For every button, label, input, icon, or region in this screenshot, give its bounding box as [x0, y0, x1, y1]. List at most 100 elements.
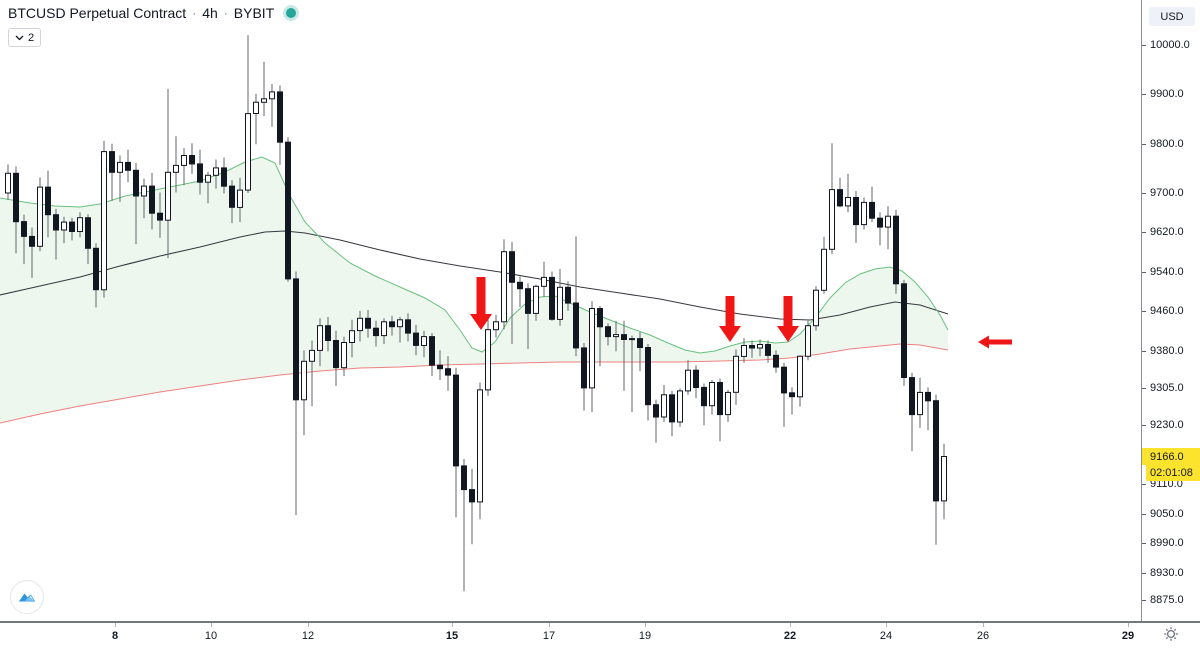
bull-candle — [117, 161, 123, 173]
indicator-collapse-button[interactable]: 2 — [8, 28, 42, 47]
bear-candle — [765, 344, 771, 356]
price-tick-mark — [1142, 514, 1146, 515]
bear-candle — [189, 155, 195, 165]
bull-candle — [629, 338, 635, 341]
arrow-left-marker-icon[interactable] — [978, 335, 1012, 349]
bear-candle — [893, 215, 899, 285]
bull-candle — [173, 164, 179, 173]
time-axis-label: 24 — [879, 630, 893, 642]
bear-candle — [277, 91, 283, 143]
bear-candle — [877, 217, 883, 228]
axis-settings-button[interactable] — [1160, 623, 1182, 645]
bull-candle — [733, 355, 739, 393]
bull-candle — [709, 382, 715, 407]
bear-candle — [149, 185, 155, 214]
time-tick-mark — [886, 623, 887, 627]
bull-candle — [813, 289, 819, 327]
price-axis[interactable]: 10100.0 USD 10000.0 9900.0 9800.0 9700.0 962… — [1141, 0, 1200, 621]
chart-legend[interactable]: BTCUSD Perpetual Contract · 4h · BYBIT — [8, 5, 297, 21]
price-tick-mark — [1142, 388, 1146, 389]
bull-candle — [861, 201, 867, 226]
bear-candle — [453, 374, 459, 467]
bear-candle — [749, 345, 755, 349]
bear-candle — [573, 302, 579, 349]
price-tick-label: 9620.0 — [1150, 226, 1184, 238]
time-axis-label: 22 — [783, 630, 797, 642]
bear-candle — [461, 465, 467, 491]
bull-candle — [237, 189, 243, 208]
bear-candle — [69, 221, 75, 233]
currency-toggle-button[interactable]: USD — [1149, 7, 1195, 26]
price-tick-label: 9305.0 — [1150, 382, 1184, 394]
bull-candle — [845, 197, 851, 207]
title-separator: · — [192, 6, 197, 20]
time-axis-label: 15 — [445, 630, 459, 642]
current-price-label: 9166.0 — [1142, 448, 1200, 465]
bear-candle — [653, 404, 659, 418]
bull-candle — [685, 369, 691, 392]
price-tick-mark — [1142, 600, 1146, 601]
arrow-down-marker-icon[interactable] — [777, 296, 799, 342]
bull-candle — [725, 391, 731, 416]
bear-candle — [197, 163, 203, 183]
bull-candle — [261, 98, 267, 103]
bear-candle — [285, 141, 291, 280]
bull-candle — [917, 391, 923, 416]
bear-candle — [693, 369, 699, 389]
bear-candle — [365, 317, 371, 329]
bull-candle — [493, 321, 499, 331]
bull-candle — [661, 394, 667, 418]
indicator-count: 2 — [28, 31, 35, 44]
arrow-down-marker-icon[interactable] — [470, 277, 492, 330]
price-tick-mark — [1142, 272, 1146, 273]
bear-candle — [637, 338, 643, 349]
bull-candle — [829, 189, 835, 250]
arrow-down-marker-icon[interactable] — [719, 296, 741, 342]
bull-candle — [797, 355, 803, 398]
bear-candle — [29, 235, 35, 247]
bear-candle — [525, 288, 531, 314]
bull-candle — [253, 101, 259, 114]
chart-mountain-icon — [18, 593, 36, 602]
chevron-down-icon — [15, 35, 24, 40]
watermark-logo-button[interactable] — [10, 580, 44, 614]
time-axis-label: 10 — [204, 630, 218, 642]
price-tick-label: 9460.0 — [1150, 305, 1184, 317]
price-tick-label: 8990.0 — [1150, 537, 1184, 549]
title-separator: · — [223, 6, 228, 20]
bear-candle — [125, 161, 131, 171]
price-tick-label: 9230.0 — [1150, 419, 1184, 431]
bull-candle — [477, 389, 483, 503]
time-axis[interactable]: 8 10 12 15 17 19 22 24 26 29 — [0, 621, 1200, 648]
bull-candle — [141, 185, 147, 197]
bull-candle — [501, 251, 507, 323]
bear-candle — [621, 334, 627, 341]
bear-candle — [933, 400, 939, 502]
market-status-dot-icon — [286, 8, 297, 18]
bear-candle — [869, 201, 875, 219]
price-tick-mark — [1142, 543, 1146, 544]
price-tick-label: 9900.0 — [1150, 88, 1184, 100]
bear-candle — [13, 172, 19, 223]
exchange-label[interactable]: BYBIT — [233, 5, 275, 21]
bear-candle — [293, 278, 299, 401]
symbol-title[interactable]: BTCUSD Perpetual Contract — [8, 5, 187, 21]
bear-candle — [469, 489, 475, 503]
candlestick-chart[interactable] — [0, 0, 1141, 621]
bear-candle — [645, 347, 651, 406]
time-axis-label: 17 — [542, 630, 556, 642]
bear-candle — [21, 221, 27, 237]
bear-candle — [133, 169, 139, 197]
price-tick-mark — [1142, 351, 1146, 352]
bull-candle — [301, 360, 307, 401]
price-tick-mark — [1142, 425, 1146, 426]
price-tick-label: 9110.0 — [1150, 478, 1183, 490]
bull-candle — [101, 151, 107, 291]
bull-candle — [269, 91, 275, 100]
bull-candle — [245, 113, 251, 191]
bear-candle — [789, 392, 795, 398]
bear-candle — [549, 276, 555, 320]
ma-mid-black-line — [0, 230, 949, 321]
interval-label[interactable]: 4h — [202, 5, 218, 21]
bull-candle — [381, 321, 387, 337]
